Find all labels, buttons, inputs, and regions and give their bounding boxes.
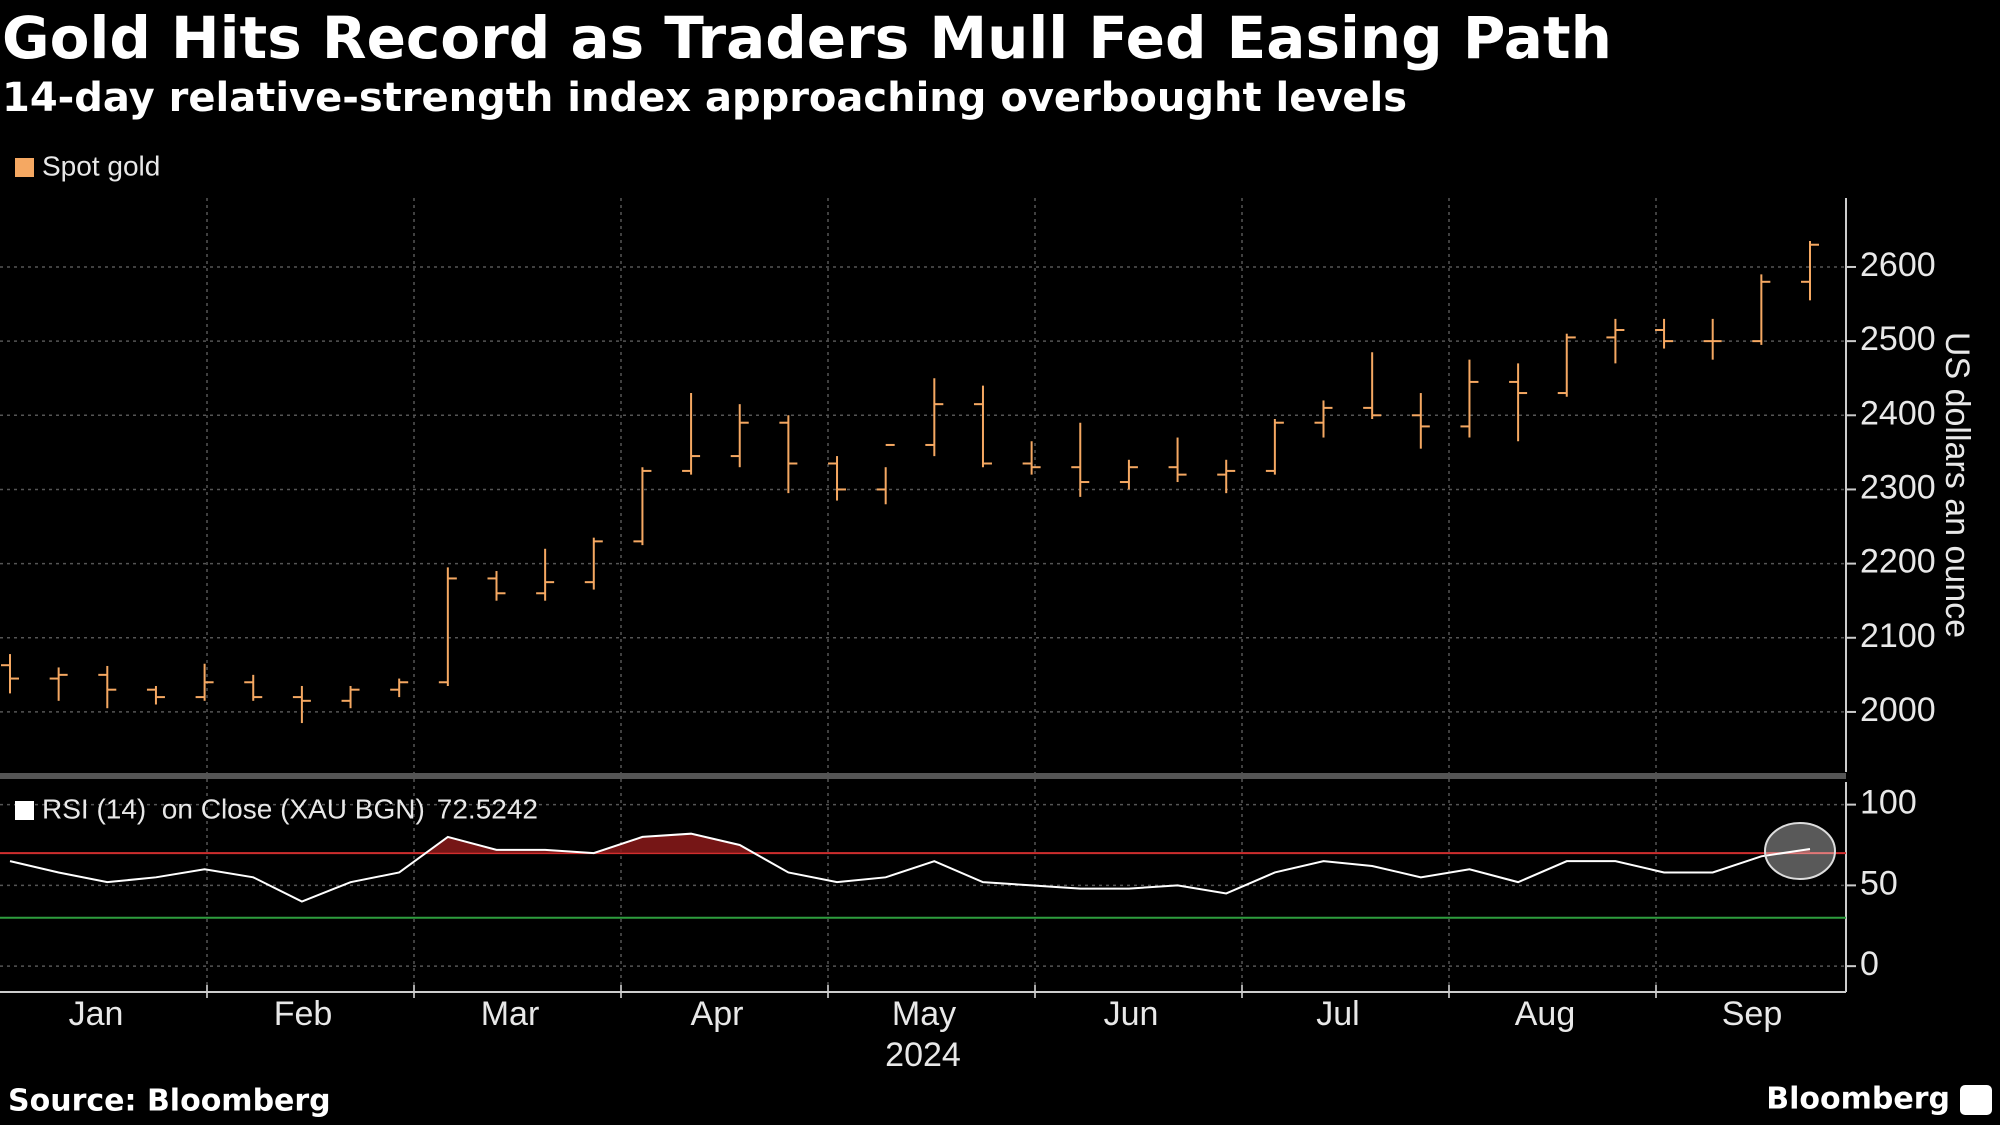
y-tick-label: 2600 — [1860, 246, 1936, 284]
x-tick-label: Jan — [69, 995, 124, 1033]
x-tick-label: Feb — [274, 995, 333, 1033]
y-tick-label: 2200 — [1860, 543, 1936, 581]
y-axis-label: US dollars an ounce — [1938, 332, 1976, 638]
x-tick-label: Aug — [1515, 995, 1576, 1033]
x-tick-label: Apr — [691, 995, 744, 1033]
highlight-circle — [1764, 821, 1836, 880]
source: Source: Bloomberg — [8, 1084, 331, 1119]
y-tick-label: 0 — [1860, 945, 1879, 983]
legend-label: Spot gold — [42, 150, 160, 181]
x-tick-label: Sep — [1722, 995, 1783, 1033]
y-tick-label: 2100 — [1860, 617, 1936, 655]
y-tick-label: 2300 — [1860, 468, 1936, 506]
x-tick-label: Jun — [1104, 995, 1159, 1033]
x-year-label: 2024 — [885, 1036, 961, 1074]
rsi-line — [9, 832, 1811, 903]
brand: Bloomberg — [1766, 1082, 1950, 1117]
legend-swatch — [15, 801, 34, 820]
y-tick-label: 50 — [1860, 864, 1898, 902]
legend-value: 72.5242 — [437, 793, 538, 824]
chart-title: Gold Hits Record as Traders Mull Fed Eas… — [2, 4, 1612, 72]
x-tick-label: Jul — [1316, 995, 1359, 1033]
legend-swatch — [15, 158, 34, 177]
x-tick-label: May — [892, 995, 956, 1033]
chart-subtitle: 14-day relative-strength index approachi… — [2, 75, 1407, 121]
legend-label: RSI (14) on Close (XAU BGN) — [42, 793, 425, 824]
y-tick-label: 2500 — [1860, 320, 1936, 358]
y-tick-label: 2400 — [1860, 394, 1936, 432]
panel-divider — [0, 773, 1846, 779]
x-tick-label: Mar — [481, 995, 540, 1033]
brand-icon — [1960, 1085, 1992, 1115]
y-tick-label: 2000 — [1860, 691, 1936, 729]
y-tick-label: 100 — [1860, 784, 1917, 822]
